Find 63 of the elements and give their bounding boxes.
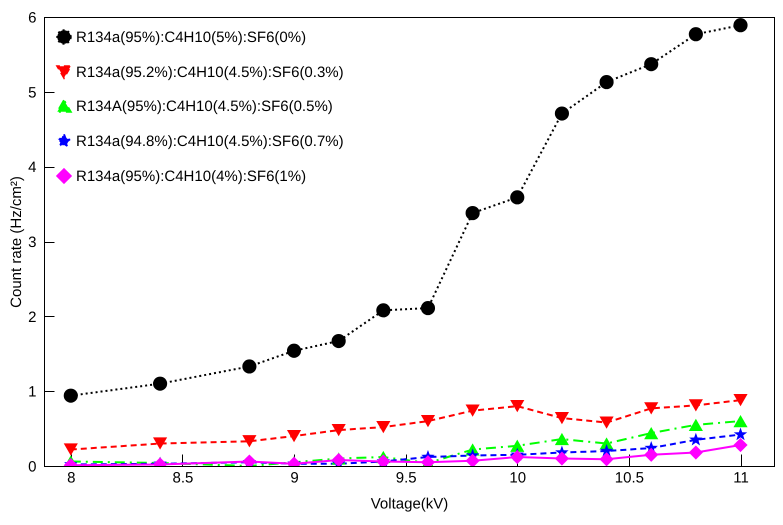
- point: [332, 334, 346, 348]
- legend-label: R134a(95%):C4H10(4%):SF6(1%): [76, 168, 306, 185]
- point: [644, 402, 658, 414]
- x-tick-label: 11: [733, 470, 749, 486]
- point: [420, 301, 436, 316]
- point: [64, 388, 78, 403]
- point: [733, 438, 748, 452]
- point: [376, 303, 390, 318]
- point: [153, 437, 168, 450]
- point: [554, 451, 569, 466]
- x-tick-label: 10: [509, 470, 526, 486]
- legend-label: R134a(94.8%):C4H10(4.5%):SF6(0.7%): [76, 133, 344, 150]
- point: [688, 445, 703, 460]
- point: [510, 190, 524, 204]
- point: [688, 399, 703, 412]
- point: [733, 18, 748, 32]
- point: [644, 426, 658, 440]
- point: [600, 452, 614, 466]
- point: [242, 359, 256, 374]
- point: [466, 454, 480, 466]
- x-tick-label: 9: [290, 470, 299, 486]
- point: [689, 432, 703, 446]
- x-tick-label: 8.5: [172, 470, 194, 486]
- x-tick-label: 9.5: [396, 470, 417, 486]
- point: [733, 394, 748, 406]
- point: [600, 416, 614, 429]
- point: [688, 27, 703, 42]
- point: [466, 206, 480, 220]
- point: [510, 400, 524, 412]
- point: [286, 344, 302, 358]
- point: [554, 106, 569, 121]
- point: [733, 414, 748, 428]
- point: [376, 420, 390, 434]
- y-axis-title: Count rate (Hz/cm²): [8, 176, 26, 308]
- y-tick-label: 0: [28, 458, 36, 476]
- legend-label: R134a(95%):C4H10(5%):SF6(0%): [76, 29, 306, 46]
- y-tick-label: 5: [28, 84, 36, 102]
- point: [644, 448, 658, 462]
- y-tick-label: 2: [28, 308, 36, 326]
- y-tick-label: 1: [28, 384, 36, 401]
- point: [688, 418, 703, 431]
- point: [332, 424, 346, 436]
- y-tick-label: 6: [28, 10, 36, 26]
- point: [510, 440, 524, 452]
- point: [64, 443, 78, 456]
- point: [554, 432, 569, 446]
- point: [420, 414, 436, 428]
- y-tick-label: 3: [28, 234, 36, 251]
- point: [644, 57, 658, 72]
- point: [153, 376, 168, 391]
- point: [600, 75, 614, 90]
- legend-label: R134A(95%):C4H10(4.5%):SF6(0.5%): [76, 98, 333, 115]
- point: [510, 450, 524, 464]
- point: [466, 404, 480, 417]
- point: [242, 435, 256, 448]
- y-tick-label: 4: [28, 159, 36, 176]
- x-axis-title: Voltage(kV): [370, 496, 448, 512]
- point: [734, 428, 748, 440]
- x-tick-label: 10.5: [614, 470, 644, 486]
- point: [286, 430, 302, 442]
- x-tick-label: 8: [67, 470, 76, 486]
- legend-label: R134a(95.2%):C4H10(4.5%):SF6(0.3%): [76, 64, 344, 81]
- point: [554, 412, 569, 424]
